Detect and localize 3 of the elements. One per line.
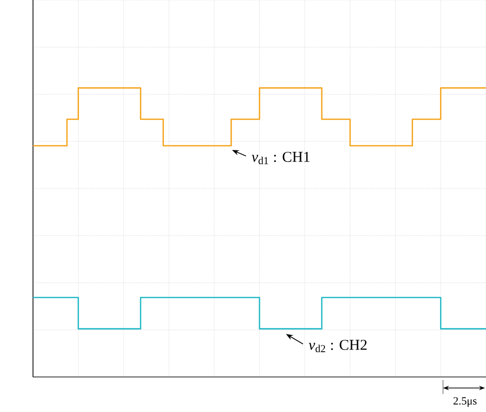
text: 2.5μs bbox=[454, 397, 477, 407]
annotation: v$_{d1}$ : CH1 bbox=[252, 152, 310, 164]
text: v$_{d2}$ : CH2 bbox=[308, 340, 367, 352]
